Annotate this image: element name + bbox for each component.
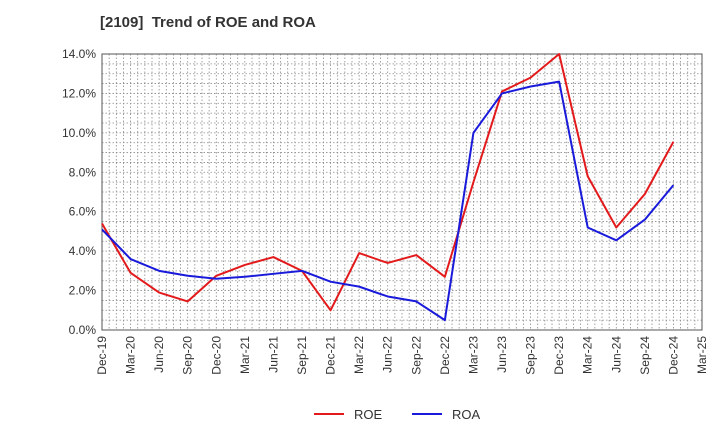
y-tick-label: 6.0%	[69, 205, 97, 219]
legend-label-roa: ROA	[452, 407, 481, 422]
legend-label-roe: ROE	[354, 407, 383, 422]
axis-layer: 0.0% 2.0% 4.0% 6.0% 8.0% 10.0% 12.0% 14.0% Dec-1…	[62, 47, 709, 375]
x-tick-label: Jun-22	[381, 336, 395, 373]
x-tick-label: Dec-22	[438, 336, 452, 375]
y-tick-label: 0.0%	[69, 323, 97, 337]
y-tick-label: 4.0%	[69, 244, 97, 258]
legend: ROE ROA	[314, 407, 481, 422]
x-tick-label: Mar-24	[581, 336, 595, 374]
x-tick-label: Jun-20	[152, 336, 166, 373]
x-tick-label: Dec-23	[552, 336, 566, 375]
x-tick-label: Jun-24	[609, 336, 623, 373]
grid-layer	[101, 53, 703, 331]
x-tick-label: Jun-23	[495, 336, 509, 373]
x-tick-label: Mar-25	[695, 336, 709, 374]
y-tick-label: 2.0%	[69, 284, 97, 298]
series-line-roa	[101, 80, 675, 322]
series-layer	[101, 53, 675, 322]
series-line-roe	[101, 53, 675, 312]
x-tick-label: Sep-24	[638, 336, 652, 375]
y-tick-label: 8.0%	[69, 165, 97, 179]
x-tick-label: Mar-22	[352, 336, 366, 374]
chart-title: [2109] Trend of ROE and ROA	[100, 14, 316, 31]
x-tick-label: Dec-20	[209, 336, 223, 375]
x-tick-label: Sep-23	[524, 336, 538, 375]
x-tick-label: Dec-24	[666, 336, 680, 375]
x-tick-label: Dec-19	[95, 336, 109, 375]
y-tick-label: 10.0%	[62, 126, 96, 140]
y-tick-label: 14.0%	[62, 47, 96, 61]
y-tick-label: 12.0%	[62, 86, 96, 100]
plot-frame	[101, 53, 703, 331]
x-tick-label: Mar-23	[466, 336, 480, 374]
x-tick-label: Jun-21	[266, 336, 280, 373]
x-tick-label: Dec-21	[324, 336, 338, 375]
x-tick-label: Sep-20	[181, 336, 195, 375]
x-tick-label: Sep-22	[409, 336, 423, 375]
x-tick-label: Sep-21	[295, 336, 309, 375]
x-tick-label: Mar-21	[238, 336, 252, 374]
x-tick-label: Mar-20	[124, 336, 138, 374]
